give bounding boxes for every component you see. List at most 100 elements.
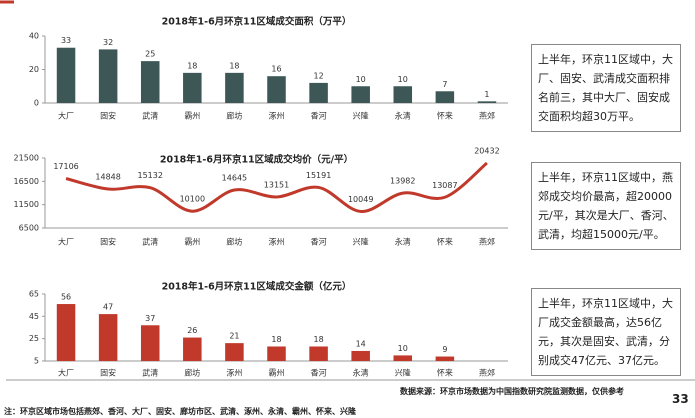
value-label: 9 <box>442 345 447 354</box>
value-label: 18 <box>187 61 197 70</box>
bar <box>225 343 244 361</box>
value-label: 18 <box>271 335 281 344</box>
value-label: 18 <box>313 335 323 344</box>
value-label: 21 <box>229 332 239 341</box>
value-label: 26 <box>187 326 197 335</box>
x-tick-label: 霸州 <box>184 238 200 247</box>
value-label: 13151 <box>264 180 289 189</box>
x-tick-label: 武清 <box>142 368 158 378</box>
value-label: 14645 <box>222 173 247 182</box>
note: 上半年，环京11区域中，大厂成交金额最高，达56亿元，其次是固安、武清，分别成交… <box>531 288 681 376</box>
y-tick-label: 5 <box>34 357 39 366</box>
value-label: 25 <box>145 50 155 59</box>
value-label: 15191 <box>306 171 331 180</box>
x-tick-label: 廊坊 <box>226 111 242 121</box>
x-tick-label: 霸州 <box>184 112 200 121</box>
value-label: 37 <box>145 314 155 323</box>
value-label: 7 <box>442 80 447 89</box>
bar <box>267 346 286 361</box>
y-tick-label: 25 <box>29 334 39 343</box>
y-tick-label: 40 <box>29 32 39 41</box>
x-tick-label: 兴隆 <box>395 368 411 378</box>
chart-title: 2018年1-6月环京11区域成交面积（万平） <box>162 16 352 28</box>
footnote: 注：环京区域市场包括燕郊、香河、大厂、固安、廊坊市区、武清、涿州、永清、霸州、怀… <box>4 407 356 416</box>
bar <box>56 47 76 103</box>
bar <box>477 101 497 103</box>
bar <box>140 61 160 103</box>
y-tick-label: 0 <box>34 99 39 108</box>
bar <box>98 49 118 103</box>
bar <box>56 304 76 361</box>
x-tick-label: 永清 <box>395 111 411 121</box>
value-label: 13087 <box>432 181 457 190</box>
x-tick-label: 武清 <box>142 111 158 121</box>
bar <box>267 76 286 103</box>
x-tick-label: 霸州 <box>269 369 285 378</box>
value-label: 15132 <box>138 171 163 180</box>
value-label: 20432 <box>474 146 499 155</box>
x-tick-label: 涿州 <box>269 112 285 121</box>
note: 上半年，环京11区域中，大厂、固安、武清成交面积排名前三，其中大厂、固安成交面积… <box>531 44 681 132</box>
value-label: 10 <box>356 75 366 84</box>
value-label: 10 <box>398 75 408 84</box>
x-tick-label: 固安 <box>100 237 116 247</box>
x-tick-label: 燕郊 <box>479 368 495 378</box>
source: 数据来源：环京市场数据为中国指数研究院监测数据，仅供参考 <box>400 387 624 396</box>
y-tick-label: 6500 <box>19 224 39 233</box>
y-tick-label: 16500 <box>14 177 39 186</box>
x-tick-label: 永清 <box>395 237 411 247</box>
value-label: 47 <box>103 303 113 312</box>
value-label: 33 <box>61 36 71 45</box>
x-tick-label: 怀来 <box>437 111 453 121</box>
x-tick-label: 武清 <box>142 237 158 247</box>
value-label: 18 <box>229 61 239 70</box>
bar <box>140 325 160 361</box>
bar <box>351 86 370 103</box>
value-label: 13982 <box>390 177 415 186</box>
x-tick-label: 大厂 <box>58 237 74 247</box>
value-label: 10100 <box>180 195 205 204</box>
value-label: 16 <box>271 65 281 74</box>
x-tick-label: 怀来 <box>437 237 453 247</box>
value-label: 1 <box>484 90 489 99</box>
x-tick-label: 固安 <box>100 368 116 378</box>
chart-title: 2018年1-6月环京11区域成交均价（元/平） <box>160 154 353 166</box>
x-tick-label: 廊坊 <box>184 368 200 378</box>
x-tick-label: 香河 <box>311 368 327 378</box>
x-tick-label: 大厂 <box>58 368 74 378</box>
chart-title: 2018年1-6月环京11区域成交金额（亿元） <box>162 281 352 293</box>
value-label: 10 <box>398 344 408 353</box>
bar <box>309 82 328 103</box>
bar <box>351 350 370 361</box>
x-tick-label: 香河 <box>311 111 327 121</box>
bar <box>183 337 202 361</box>
y-tick-label: 21500 <box>14 154 39 163</box>
x-tick-label: 兴隆 <box>353 237 369 247</box>
y-tick-label: 11500 <box>14 200 39 209</box>
value-label: 32 <box>103 38 113 47</box>
x-tick-label: 廊坊 <box>226 237 242 247</box>
y-tick-label: 45 <box>29 312 39 321</box>
value-label: 12 <box>313 71 323 80</box>
bar <box>435 91 455 103</box>
bar <box>393 355 413 361</box>
x-tick-label: 固安 <box>100 111 116 121</box>
x-tick-label: 永清 <box>353 368 369 378</box>
x-tick-label: 燕郊 <box>479 111 495 121</box>
x-tick-label: 兴隆 <box>353 111 369 121</box>
y-tick-label: 65 <box>29 290 39 299</box>
value-label: 14 <box>356 339 366 348</box>
bar <box>225 72 244 103</box>
note: 上半年，环京11区域中，燕郊成交均价最高，超20000元/平，其次是大厂、香河、… <box>531 162 681 250</box>
bar <box>98 314 118 361</box>
x-tick-label: 涿州 <box>226 369 242 378</box>
bar <box>393 86 413 103</box>
bar <box>183 72 202 103</box>
y-tick-label: 20 <box>29 65 39 74</box>
x-tick-label: 涿州 <box>269 238 285 247</box>
x-tick-label: 香河 <box>311 237 327 247</box>
value-label: 56 <box>61 293 71 302</box>
value-label: 17106 <box>53 162 78 171</box>
bar <box>435 356 455 361</box>
